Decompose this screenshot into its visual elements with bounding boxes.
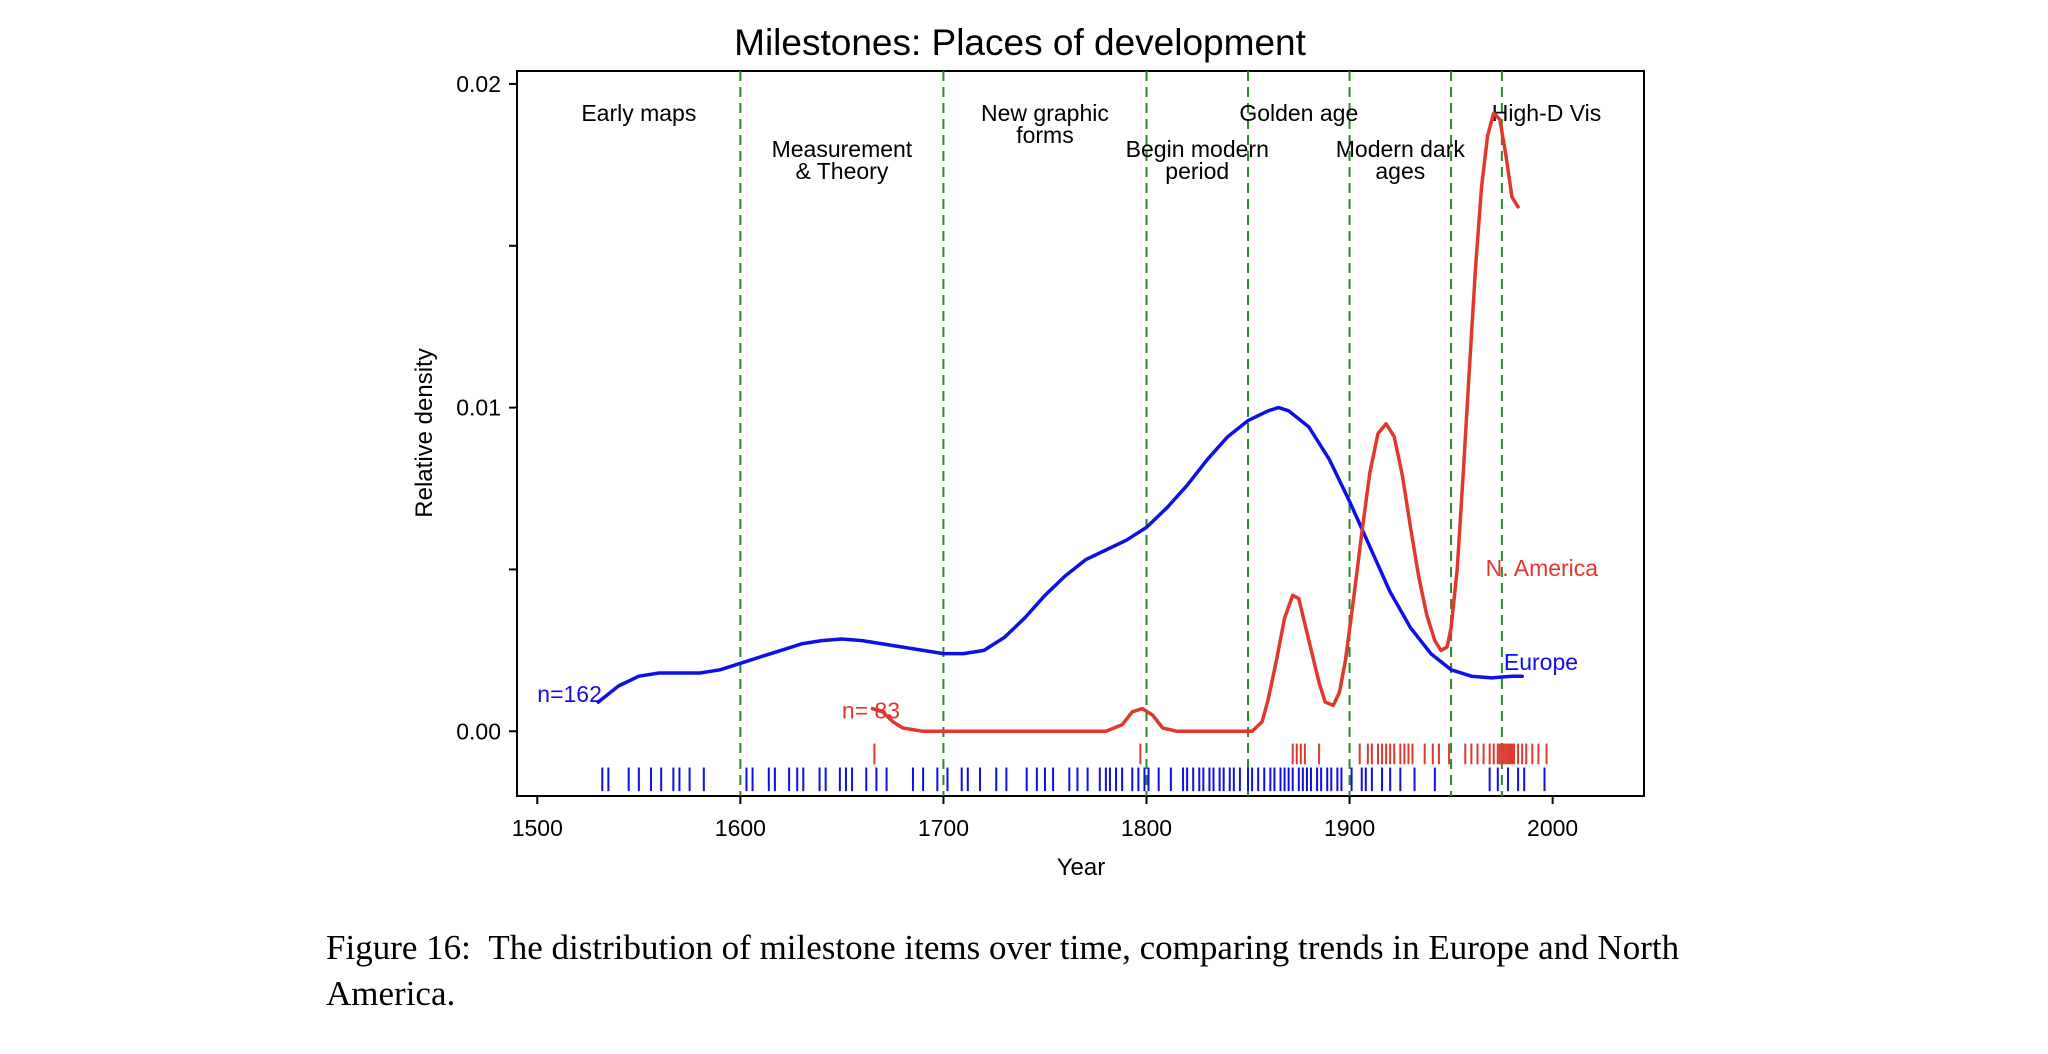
period-label: period (1165, 158, 1229, 184)
series-name-label: N. America (1486, 555, 1599, 581)
chart-title: Milestones: Places of development (734, 22, 1306, 63)
caption-text: The distribution of milestone items over… (326, 928, 1680, 1013)
period-label: New graphic (981, 100, 1109, 126)
x-tick-label: 1900 (1324, 815, 1375, 841)
x-tick-label: 1600 (715, 815, 766, 841)
density-curve-europe (596, 405, 1524, 704)
series-count-label: n=162 (537, 681, 602, 707)
period-label: Measurement (772, 136, 913, 162)
y-tick-label: 0.01 (456, 395, 501, 421)
period-label: & Theory (795, 158, 888, 184)
density-curves (596, 111, 1524, 734)
period-boundaries (739, 71, 1503, 796)
y-axis-label: Relative density (411, 348, 438, 517)
density-curve-north-america (870, 111, 1520, 734)
period-label: Modern dark (1336, 136, 1466, 162)
rug-plots (601, 743, 1548, 792)
period-label: Begin modern (1126, 136, 1269, 162)
caption-label: Figure 16: (326, 928, 471, 967)
plot-frame (516, 70, 1645, 797)
period-label: ages (1375, 158, 1425, 184)
period-label: forms (1016, 122, 1074, 148)
x-tick-label: 1500 (512, 815, 563, 841)
x-axis: 1500 1600 1700 1800 1900 2000 (512, 796, 1578, 841)
series-labels: n=162 Europe n= 83 N. America (537, 555, 1598, 723)
series-name-label: Europe (1504, 649, 1578, 675)
y-tick-label: 0.00 (456, 718, 501, 744)
figure-caption: Figure 16: The distribution of milestone… (326, 925, 1756, 1017)
period-label: High-D Vis (1492, 100, 1602, 126)
x-axis-label: Year (1057, 854, 1106, 881)
period-labels: Early maps Measurement& Theory New graphic… (581, 100, 1601, 184)
series-count-label: n= 83 (842, 697, 900, 723)
x-tick-label: 1700 (918, 815, 969, 841)
x-tick-label: 1800 (1121, 815, 1172, 841)
period-label: Golden age (1239, 100, 1358, 126)
x-tick-label: 2000 (1527, 815, 1578, 841)
y-axis: 0.00 0.01 0.02 (456, 71, 517, 744)
period-label: Early maps (581, 100, 696, 126)
y-tick-label: 0.02 (456, 71, 501, 97)
